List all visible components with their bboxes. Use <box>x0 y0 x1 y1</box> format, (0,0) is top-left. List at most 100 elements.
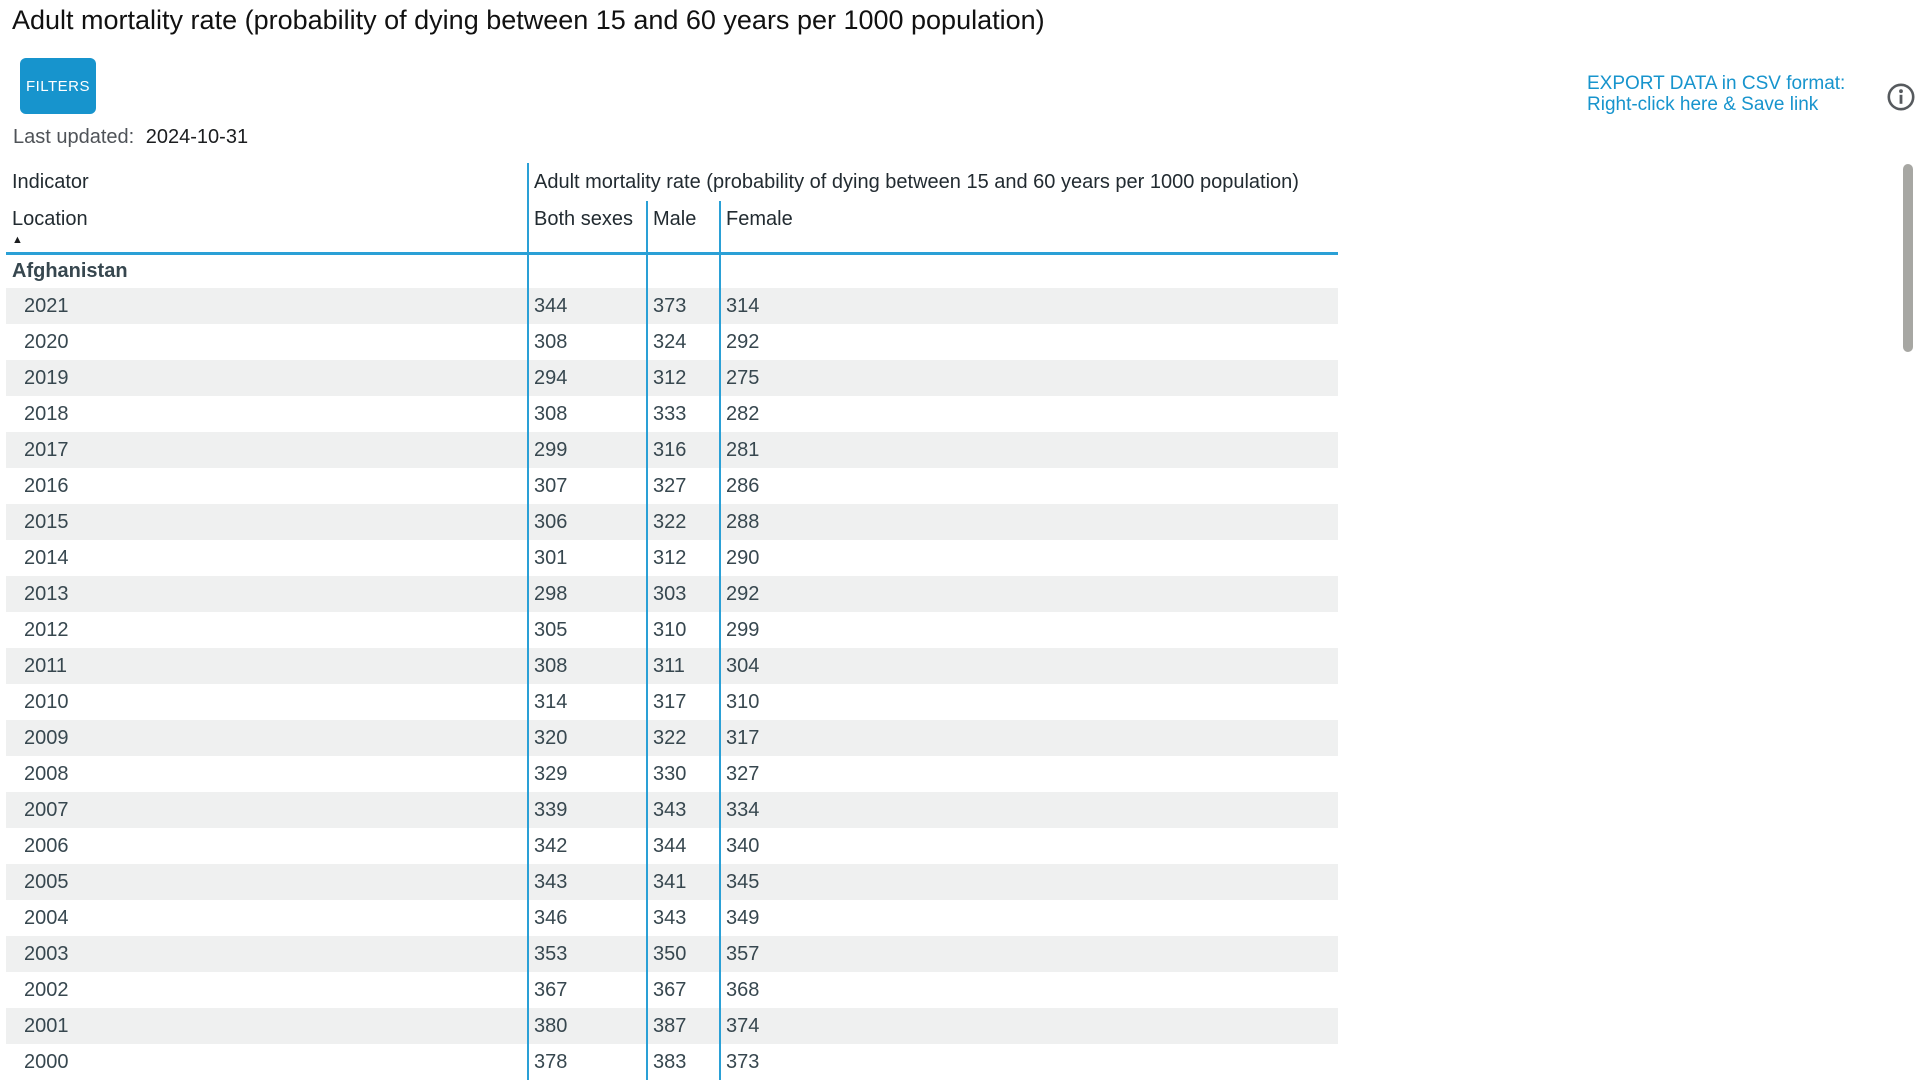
export-csv-link[interactable]: EXPORT DATA in CSV format: Right-click h… <box>1587 73 1845 115</box>
female-cell: 282 <box>719 396 1338 432</box>
info-icon[interactable] <box>1886 82 1916 112</box>
both-sexes-cell: 308 <box>527 324 646 360</box>
table-body: 2021 344 373 314 2020 308 324 292 2019 294 312 275 2… <box>0 288 1338 1080</box>
year-cell: 2006 <box>24 834 69 857</box>
both-sexes-cell: 380 <box>527 1008 646 1044</box>
info-circle-icon <box>1887 83 1915 111</box>
column-header-male[interactable]: Male <box>646 201 719 252</box>
both-sexes-cell: 320 <box>527 720 646 756</box>
female-cell: 373 <box>719 1044 1338 1080</box>
year-cell: 2001 <box>24 1014 69 1037</box>
female-cell: 299 <box>719 612 1338 648</box>
indicator-header-value: Adult mortality rate (probability of dyi… <box>527 163 1338 201</box>
year-cell: 2017 <box>24 438 69 461</box>
male-cell: 303 <box>646 576 719 612</box>
female-cell: 314 <box>719 288 1338 324</box>
male-cell: 330 <box>646 756 719 792</box>
both-sexes-cell: 378 <box>527 1044 646 1080</box>
year-cell: 2008 <box>24 762 69 785</box>
export-line-1: EXPORT DATA in CSV format: <box>1587 73 1846 94</box>
table-row: 2015 306 322 288 <box>0 504 1338 540</box>
data-table: Indicator Adult mortality rate (probabil… <box>0 163 1338 1080</box>
male-cell: 311 <box>646 648 719 684</box>
male-cell: 312 <box>646 540 719 576</box>
both-sexes-cell: 307 <box>527 468 646 504</box>
female-cell: 288 <box>719 504 1338 540</box>
group-header-spacer <box>527 255 646 288</box>
filters-button[interactable]: FILTERS <box>20 58 96 114</box>
table-row: 2017 299 316 281 <box>0 432 1338 468</box>
table-row: 2001 380 387 374 <box>0 1008 1338 1044</box>
table-row: 2021 344 373 314 <box>0 288 1338 324</box>
year-cell: 2004 <box>24 906 69 929</box>
both-sexes-cell: 308 <box>527 648 646 684</box>
group-header-spacer <box>646 255 719 288</box>
male-cell: 383 <box>646 1044 719 1080</box>
table-row: 2016 307 327 286 <box>0 468 1338 504</box>
both-sexes-cell: 329 <box>527 756 646 792</box>
sort-ascending-icon[interactable]: ▲ <box>12 234 23 246</box>
female-cell: 292 <box>719 576 1338 612</box>
male-cell: 344 <box>646 828 719 864</box>
group-header-label: Afghanistan <box>12 260 128 282</box>
table-row: 2005 343 341 345 <box>0 864 1338 900</box>
year-cell: 2021 <box>24 294 69 317</box>
both-sexes-cell: 314 <box>527 684 646 720</box>
female-cell: 334 <box>719 792 1338 828</box>
table-row: 2008 329 330 327 <box>0 756 1338 792</box>
both-sexes-cell: 346 <box>527 900 646 936</box>
table-row: 2003 353 350 357 <box>0 936 1338 972</box>
last-updated-value: 2024-10-31 <box>145 126 249 148</box>
female-cell: 310 <box>719 684 1338 720</box>
male-cell: 322 <box>646 720 719 756</box>
location-column-header[interactable]: Location ▲ <box>0 201 527 252</box>
year-cell: 2014 <box>24 546 69 569</box>
both-sexes-cell: 344 <box>527 288 646 324</box>
export-line-2: Right-click here & Save link <box>1587 94 1819 115</box>
last-updated-label: Last updated: <box>13 126 135 148</box>
year-cell: 2000 <box>24 1050 69 1073</box>
female-cell: 304 <box>719 648 1338 684</box>
both-sexes-cell: 306 <box>527 504 646 540</box>
year-cell: 2013 <box>24 582 69 605</box>
female-cell: 317 <box>719 720 1338 756</box>
male-cell: 327 <box>646 468 719 504</box>
both-sexes-cell: 301 <box>527 540 646 576</box>
year-cell: 2010 <box>24 690 69 713</box>
male-cell: 343 <box>646 792 719 828</box>
male-cell: 324 <box>646 324 719 360</box>
female-cell: 374 <box>719 1008 1338 1044</box>
table-row: 2011 308 311 304 <box>0 648 1338 684</box>
year-cell: 2007 <box>24 798 69 821</box>
both-sexes-cell: 339 <box>527 792 646 828</box>
female-cell: 357 <box>719 936 1338 972</box>
table-row: 2014 301 312 290 <box>0 540 1338 576</box>
male-cell: 312 <box>646 360 719 396</box>
both-sexes-cell: 367 <box>527 972 646 1008</box>
column-header-both-sexes[interactable]: Both sexes <box>527 201 646 252</box>
table-row: 2019 294 312 275 <box>0 360 1338 396</box>
male-cell: 322 <box>646 504 719 540</box>
table-row: 2009 320 322 317 <box>0 720 1338 756</box>
both-sexes-cell: 298 <box>527 576 646 612</box>
table-row: 2002 367 367 368 <box>0 972 1338 1008</box>
female-cell: 286 <box>719 468 1338 504</box>
table-row: 2004 346 343 349 <box>0 900 1338 936</box>
column-header-female[interactable]: Female <box>719 201 1338 252</box>
both-sexes-cell: 294 <box>527 360 646 396</box>
year-cell: 2015 <box>24 510 69 533</box>
female-cell: 368 <box>719 972 1338 1008</box>
table-row: 2010 314 317 310 <box>0 684 1338 720</box>
year-cell: 2020 <box>24 330 69 353</box>
both-sexes-cell: 353 <box>527 936 646 972</box>
year-cell: 2002 <box>24 978 69 1001</box>
male-cell: 310 <box>646 612 719 648</box>
male-cell: 333 <box>646 396 719 432</box>
group-header-row: Afghanistan <box>0 255 1338 288</box>
male-cell: 317 <box>646 684 719 720</box>
table-row: 2020 308 324 292 <box>0 324 1338 360</box>
year-cell: 2019 <box>24 366 69 389</box>
female-cell: 281 <box>719 432 1338 468</box>
both-sexes-cell: 305 <box>527 612 646 648</box>
scrollbar-thumb[interactable] <box>1903 164 1913 352</box>
